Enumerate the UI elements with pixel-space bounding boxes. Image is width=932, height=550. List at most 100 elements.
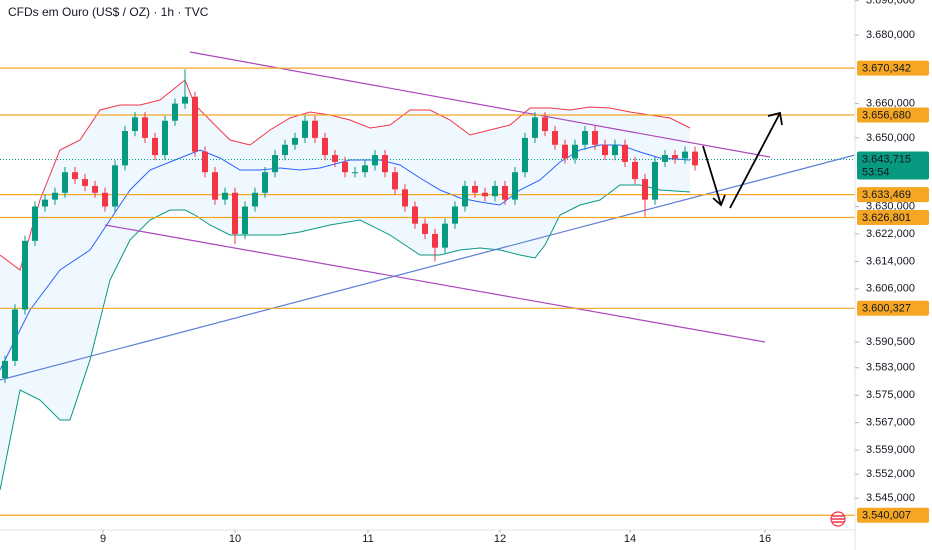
y-tick-label: 3.614,000: [866, 255, 915, 267]
candle-body: [282, 144, 288, 156]
y-tick-label: 3.545,000: [866, 492, 915, 504]
candle-body: [522, 137, 528, 173]
candle-body: [52, 192, 58, 200]
price-level-tag: [857, 107, 929, 123]
candle-body: [292, 137, 298, 145]
candle-body: [682, 151, 688, 159]
projection-arrows: [702, 111, 783, 209]
candle-body: [62, 172, 68, 193]
candle-body: [342, 161, 348, 173]
candle-body: [12, 309, 18, 361]
y-tick-label: 3.583,000: [866, 362, 915, 374]
candle-body: [42, 199, 48, 207]
candle-body: [612, 144, 618, 156]
candle-body: [72, 172, 78, 180]
candle-body: [452, 206, 458, 224]
last-price-label: 3.643,715: [862, 153, 911, 165]
candle-body: [402, 189, 408, 207]
candle-body: [22, 240, 28, 310]
price-level-label: 3.600,327: [862, 303, 911, 315]
y-tick-label: 3.552,000: [866, 468, 915, 480]
candle-body: [122, 131, 128, 166]
levels: [0, 67, 855, 516]
price-level-label: 3.656,680: [862, 109, 911, 121]
y-tick-label: 3.567,000: [866, 417, 915, 429]
candle-body: [132, 117, 138, 132]
candle-body: [152, 137, 158, 156]
y-tick-label: 3.660,000: [866, 98, 915, 110]
chart-title: CFDs em Ouro (US$ / OZ) · 1h · TVC: [8, 5, 209, 19]
x-tick-label: 11: [362, 533, 373, 545]
candle-body: [232, 192, 238, 234]
candle-body: [552, 131, 558, 145]
x-tick-label: 14: [624, 533, 636, 545]
candle-body: [272, 155, 278, 173]
y-tick-label: 3.630,000: [866, 200, 915, 212]
candle-body: [472, 185, 478, 193]
y-tick-label: 3.622,000: [866, 228, 915, 240]
y-tick-label: 3.680,000: [866, 29, 915, 41]
price-level-tag: [857, 187, 929, 203]
trend-line-lower: [104, 224, 766, 343]
candle-body: [572, 144, 578, 159]
candle-body: [422, 223, 428, 234]
candle-body: [212, 172, 218, 200]
price-level-tag: [857, 60, 929, 76]
candle-body: [2, 360, 8, 379]
candle-body: [442, 223, 448, 248]
candle-body: [302, 120, 308, 138]
price-level-label: 3.540,007: [862, 510, 911, 522]
candle-body: [162, 120, 168, 156]
candle-body: [662, 155, 668, 162]
candle-body: [252, 192, 258, 207]
candle-body: [382, 155, 388, 173]
candle-body: [192, 96, 198, 152]
candle-body: [392, 172, 398, 190]
candle-body: [512, 172, 518, 200]
price-level-tag: [857, 300, 929, 316]
price-level-label: 3.670,342: [862, 63, 911, 75]
candle-body: [652, 161, 658, 200]
candle-body: [142, 117, 148, 138]
candle-body: [322, 137, 328, 156]
candle-body: [92, 185, 98, 193]
price-level-label: 3.626,801: [862, 212, 911, 224]
candle-body: [592, 131, 598, 145]
candle-body: [642, 179, 648, 200]
candle-body: [372, 155, 378, 166]
candle-body: [672, 155, 678, 159]
price-level-tag: [857, 209, 929, 225]
candle-body: [542, 117, 548, 132]
currency-flag: [830, 511, 846, 527]
last-price-tag: [857, 151, 929, 180]
trend-line-upper: [189, 51, 771, 158]
candle-body: [312, 120, 318, 138]
candle-body: [562, 144, 568, 159]
price-level-tag: [857, 507, 929, 523]
candle-body: [582, 131, 588, 145]
candle-body: [692, 151, 698, 166]
candle-body: [172, 103, 178, 121]
trend-line-support: [0, 154, 855, 381]
candle-body: [242, 206, 248, 234]
candle-body: [602, 144, 608, 156]
candle-body: [102, 192, 108, 207]
candle-body: [222, 192, 228, 200]
y-tick-label: 3.575,000: [866, 389, 915, 401]
candle-body: [492, 185, 498, 197]
candle-body: [462, 185, 468, 207]
y-tick-label: 3.606,000: [866, 283, 915, 295]
x-tick-label: 16: [759, 533, 771, 545]
candle-body: [412, 206, 418, 224]
candle-body: [502, 185, 508, 200]
candle-body: [482, 192, 488, 197]
candle-body: [362, 165, 368, 173]
x-tick-label: 9: [100, 533, 106, 545]
candle-body: [332, 155, 338, 162]
candle-body: [632, 161, 638, 180]
candle-body: [32, 206, 38, 241]
candle-body: [202, 151, 208, 173]
plot-area: [0, 51, 855, 516]
countdown-label: 53:54: [862, 166, 890, 178]
